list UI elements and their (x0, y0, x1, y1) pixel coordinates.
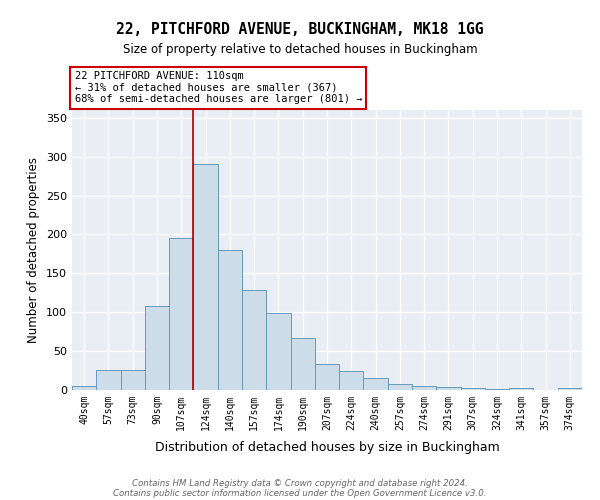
Bar (412, 386, 436, 390)
Bar (193, 164, 218, 390)
Bar (242, 290, 266, 390)
Bar (96, 370, 121, 390)
Bar (364, 378, 388, 390)
Bar (461, 388, 485, 390)
Bar (436, 387, 461, 390)
Text: 22, PITCHFORD AVENUE, BUCKINGHAM, MK18 1GG: 22, PITCHFORD AVENUE, BUCKINGHAM, MK18 1… (116, 22, 484, 38)
X-axis label: Distribution of detached houses by size in Buckingham: Distribution of detached houses by size … (155, 441, 499, 454)
Bar (145, 306, 169, 390)
Text: Size of property relative to detached houses in Buckingham: Size of property relative to detached ho… (122, 42, 478, 56)
Bar (315, 364, 339, 390)
Bar (72, 386, 96, 390)
Bar (121, 370, 145, 390)
Bar (558, 388, 582, 390)
Bar (169, 238, 193, 390)
Bar (290, 338, 315, 390)
Bar (388, 384, 412, 390)
Bar (485, 389, 509, 390)
Bar (339, 370, 364, 390)
Y-axis label: Number of detached properties: Number of detached properties (28, 157, 40, 343)
Bar (266, 313, 290, 390)
Bar (218, 250, 242, 390)
Text: Contains public sector information licensed under the Open Government Licence v3: Contains public sector information licen… (113, 488, 487, 498)
Text: Contains HM Land Registry data © Crown copyright and database right 2024.: Contains HM Land Registry data © Crown c… (132, 478, 468, 488)
Text: 22 PITCHFORD AVENUE: 110sqm
← 31% of detached houses are smaller (367)
68% of se: 22 PITCHFORD AVENUE: 110sqm ← 31% of det… (74, 71, 362, 104)
Bar (509, 388, 533, 390)
